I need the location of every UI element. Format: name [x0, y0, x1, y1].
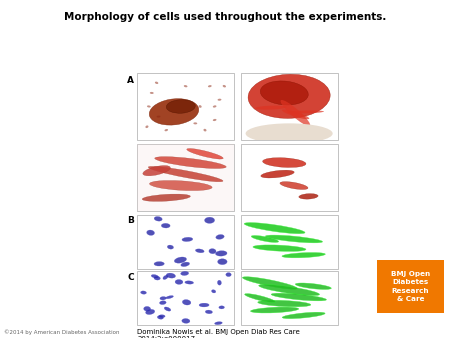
- Bar: [377, 260, 444, 313]
- Text: Dominika Nowis et al. BMJ Open Diab Res Care
2014;2:e000017: Dominika Nowis et al. BMJ Open Diab Res …: [137, 329, 300, 338]
- Bar: [137, 144, 234, 211]
- Bar: [241, 73, 338, 140]
- Text: C: C: [127, 273, 134, 282]
- Text: BMJ Open
Diabetes
Research
& Care: BMJ Open Diabetes Research & Care: [391, 271, 430, 302]
- Bar: [137, 215, 234, 269]
- Bar: [137, 73, 234, 140]
- Text: Morphology of cells used throughout the experiments.: Morphology of cells used throughout the …: [64, 12, 386, 22]
- Bar: [137, 271, 234, 325]
- Bar: [241, 144, 338, 211]
- Text: ©2014 by American Diabetes Association: ©2014 by American Diabetes Association: [4, 329, 120, 335]
- Bar: [241, 271, 338, 325]
- Text: B: B: [127, 216, 134, 225]
- Bar: [241, 215, 338, 269]
- Text: A: A: [127, 76, 135, 85]
